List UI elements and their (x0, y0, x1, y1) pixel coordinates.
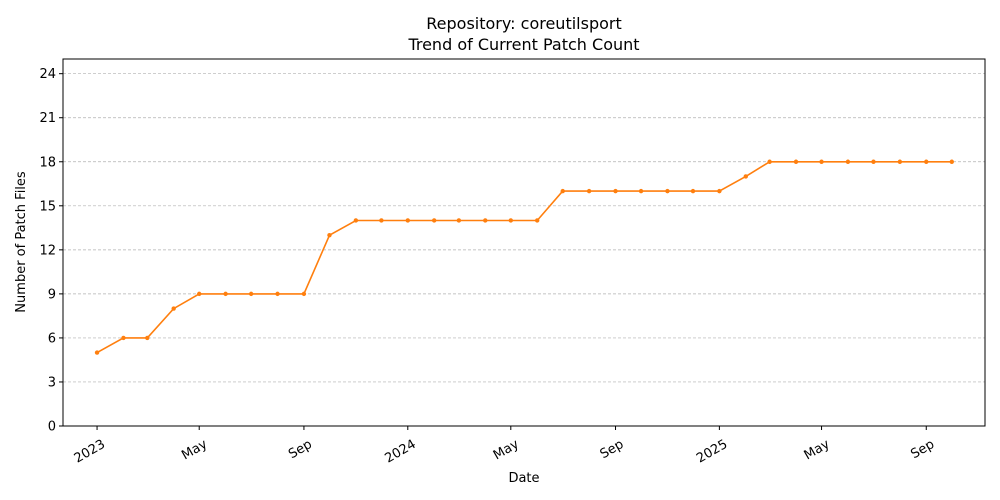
y-tick-label: 18 (39, 155, 56, 170)
data-point (197, 291, 202, 297)
data-point (534, 218, 540, 223)
data-point (743, 174, 748, 179)
x-tick-label: May (179, 437, 210, 464)
data-point (353, 218, 359, 223)
data-point (405, 218, 410, 223)
x-axis-label: Date (508, 471, 539, 486)
y-tick-label: 21 (39, 111, 56, 126)
chart-title: Repository: coreutilsport (426, 14, 621, 33)
data-point (871, 159, 876, 164)
y-tick-label: 15 (39, 199, 56, 214)
x-tick-label: May (491, 437, 522, 464)
data-point (665, 188, 670, 194)
x-tick-label: 2024 (383, 437, 419, 467)
data-point (327, 232, 332, 238)
y-tick-label: 9 (48, 287, 56, 302)
data-point (379, 218, 384, 223)
data-point (845, 159, 851, 164)
series-patch-count (94, 159, 954, 355)
data-point (819, 159, 824, 164)
data-point (431, 218, 437, 223)
data-point (121, 335, 126, 341)
x-axis-ticks: 2023 May Sep 2024 May Sep 2025 May Sep (72, 426, 937, 466)
data-point (508, 218, 514, 223)
data-point (897, 159, 903, 164)
y-tick-label: 12 (39, 243, 56, 258)
data-point (483, 218, 488, 223)
data-point (171, 306, 176, 311)
data-point (275, 291, 280, 297)
data-point (301, 291, 307, 297)
data-point (717, 188, 722, 194)
y-tick-label: 24 (39, 67, 56, 82)
y-gridlines (63, 73, 985, 427)
data-point (456, 218, 462, 223)
data-point (145, 335, 150, 341)
y-tick-label: 0 (48, 420, 56, 435)
data-point (560, 188, 565, 194)
data-point (586, 188, 592, 194)
data-point (638, 188, 644, 194)
data-point (949, 159, 954, 164)
y-tick-label: 6 (48, 331, 56, 346)
data-point (767, 159, 772, 164)
x-tick-label: May (802, 437, 833, 464)
series-line (96, 161, 952, 354)
x-tick-label: 2023 (72, 437, 108, 467)
x-tick-label: Sep (598, 437, 627, 462)
data-point (924, 159, 929, 164)
data-point (613, 188, 618, 194)
data-point (94, 350, 100, 355)
data-point (793, 159, 799, 164)
y-tick-label: 3 (48, 375, 56, 390)
data-point (248, 291, 254, 297)
plot-area-frame (62, 58, 986, 427)
y-axis-ticks: 0 3 6 9 12 15 18 21 24 (39, 67, 63, 435)
data-point (223, 291, 228, 297)
y-axis-label: Number of Patch Files (14, 171, 29, 313)
data-point (690, 188, 696, 194)
x-tick-label: Sep (286, 437, 315, 462)
x-tick-label: Sep (908, 437, 937, 462)
chart-subtitle: Trend of Current Patch Count (407, 35, 639, 54)
x-tick-label: 2025 (694, 437, 730, 467)
